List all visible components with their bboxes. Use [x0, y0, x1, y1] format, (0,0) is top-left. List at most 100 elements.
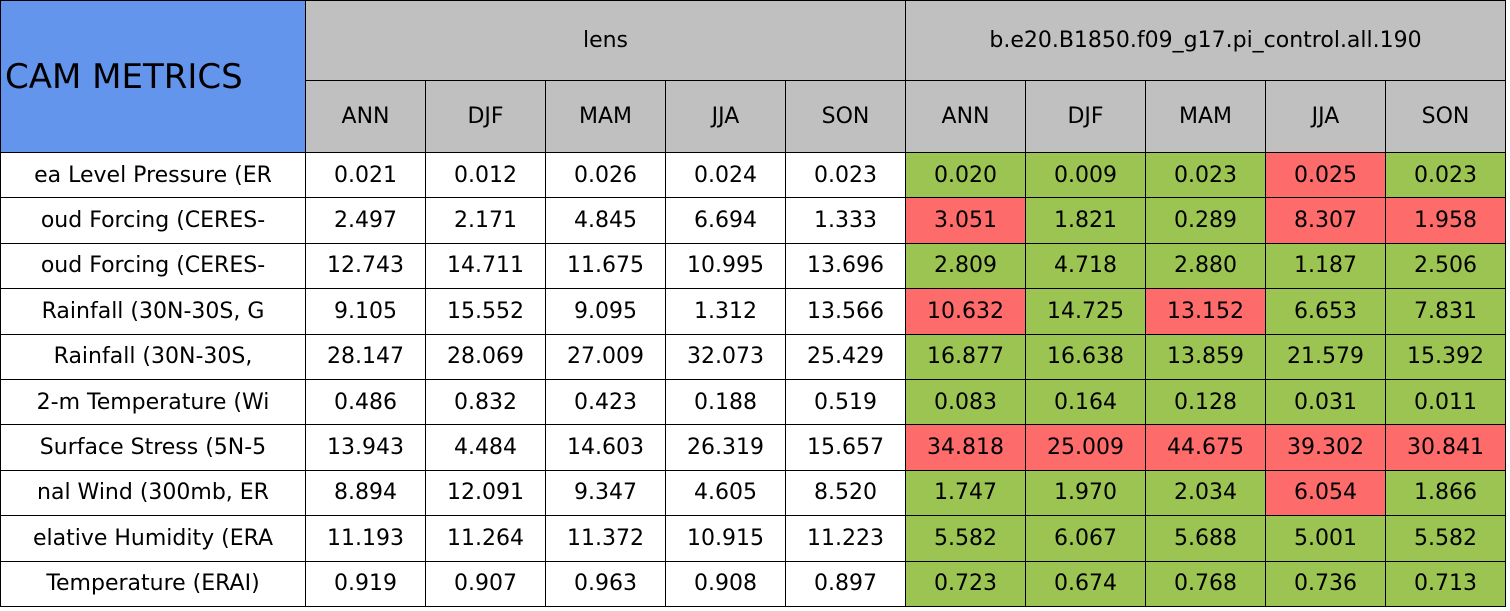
value-cell: 9.095	[545, 288, 666, 335]
row-label: Rainfall (30N-30S,	[0, 333, 306, 380]
value-cell: 2.171	[425, 197, 546, 244]
season-header: SON	[1385, 80, 1506, 153]
value-cell: 0.963	[545, 560, 666, 607]
value-cell: 0.011	[1385, 379, 1506, 426]
value-cell: 0.919	[305, 560, 426, 607]
value-cell: 4.718	[1025, 242, 1146, 290]
value-cell: 0.025	[1265, 152, 1386, 199]
season-header: MAM	[545, 80, 666, 153]
value-cell: 30.841	[1385, 424, 1506, 471]
value-cell: 11.223	[785, 515, 906, 562]
season-header: SON	[785, 80, 906, 153]
season-header: JJA	[665, 80, 786, 153]
value-cell: 6.653	[1265, 288, 1386, 335]
value-cell: 0.023	[1145, 152, 1266, 199]
row-label: Surface Stress (5N-5	[0, 424, 306, 471]
value-cell: 6.694	[665, 197, 786, 244]
value-cell: 0.736	[1265, 560, 1386, 607]
season-header: ANN	[305, 80, 426, 153]
value-cell: 0.024	[665, 152, 786, 199]
value-cell: 0.023	[785, 152, 906, 199]
value-cell: 0.021	[305, 152, 426, 199]
row-label: elative Humidity (ERA	[0, 515, 306, 562]
value-cell: 5.001	[1265, 515, 1386, 562]
season-header: ANN	[905, 80, 1026, 153]
value-cell: 4.484	[425, 424, 546, 471]
value-cell: 13.859	[1145, 333, 1266, 380]
value-cell: 15.657	[785, 424, 906, 471]
value-cell: 0.031	[1265, 379, 1386, 426]
season-header: DJF	[425, 80, 546, 153]
value-cell: 1.821	[1025, 197, 1146, 244]
value-cell: 6.067	[1025, 515, 1146, 562]
value-cell: 9.105	[305, 288, 426, 335]
value-cell: 5.688	[1145, 515, 1266, 562]
value-cell: 4.845	[545, 197, 666, 244]
value-cell: 32.073	[665, 333, 786, 380]
row-label: nal Wind (300mb, ER	[0, 469, 306, 517]
value-cell: 1.333	[785, 197, 906, 244]
value-cell: 13.566	[785, 288, 906, 335]
value-cell: 11.264	[425, 515, 546, 562]
value-cell: 8.520	[785, 469, 906, 517]
value-cell: 1.958	[1385, 197, 1506, 244]
value-cell: 7.831	[1385, 288, 1506, 335]
title-cell: CAM METRICS	[0, 0, 306, 153]
value-cell: 2.034	[1145, 469, 1266, 517]
value-cell: 0.908	[665, 560, 786, 607]
value-cell: 0.012	[425, 152, 546, 199]
value-cell: 1.187	[1265, 242, 1386, 290]
value-cell: 16.638	[1025, 333, 1146, 380]
value-cell: 16.877	[905, 333, 1026, 380]
value-cell: 25.429	[785, 333, 906, 380]
value-cell: 15.552	[425, 288, 546, 335]
value-cell: 28.147	[305, 333, 426, 380]
value-cell: 8.894	[305, 469, 426, 517]
value-cell: 0.188	[665, 379, 786, 426]
value-cell: 13.696	[785, 242, 906, 290]
value-cell: 25.009	[1025, 424, 1146, 471]
value-cell: 1.970	[1025, 469, 1146, 517]
value-cell: 0.486	[305, 379, 426, 426]
group-header: lens	[305, 0, 906, 81]
value-cell: 14.711	[425, 242, 546, 290]
value-cell: 0.164	[1025, 379, 1146, 426]
value-cell: 14.725	[1025, 288, 1146, 335]
value-cell: 9.347	[545, 469, 666, 517]
value-cell: 1.312	[665, 288, 786, 335]
value-cell: 21.579	[1265, 333, 1386, 380]
row-label: oud Forcing (CERES-	[0, 242, 306, 290]
value-cell: 10.632	[905, 288, 1026, 335]
row-label: ea Level Pressure (ER	[0, 152, 306, 199]
value-cell: 26.319	[665, 424, 786, 471]
value-cell: 27.009	[545, 333, 666, 380]
value-cell: 44.675	[1145, 424, 1266, 471]
value-cell: 12.091	[425, 469, 546, 517]
value-cell: 28.069	[425, 333, 546, 380]
value-cell: 0.289	[1145, 197, 1266, 244]
value-cell: 0.423	[545, 379, 666, 426]
value-cell: 0.128	[1145, 379, 1266, 426]
value-cell: 0.907	[425, 560, 546, 607]
value-cell: 2.506	[1385, 242, 1506, 290]
value-cell: 0.009	[1025, 152, 1146, 199]
value-cell: 13.152	[1145, 288, 1266, 335]
season-header: JJA	[1265, 80, 1386, 153]
value-cell: 10.995	[665, 242, 786, 290]
value-cell: 0.026	[545, 152, 666, 199]
value-cell: 34.818	[905, 424, 1026, 471]
value-cell: 0.897	[785, 560, 906, 607]
value-cell: 1.747	[905, 469, 1026, 517]
value-cell: 0.713	[1385, 560, 1506, 607]
value-cell: 0.020	[905, 152, 1026, 199]
value-cell: 10.915	[665, 515, 786, 562]
value-cell: 0.083	[905, 379, 1026, 426]
value-cell: 2.880	[1145, 242, 1266, 290]
value-cell: 8.307	[1265, 197, 1386, 244]
value-cell: 2.809	[905, 242, 1026, 290]
value-cell: 2.497	[305, 197, 426, 244]
value-cell: 5.582	[1385, 515, 1506, 562]
value-cell: 0.674	[1025, 560, 1146, 607]
value-cell: 0.832	[425, 379, 546, 426]
value-cell: 0.519	[785, 379, 906, 426]
